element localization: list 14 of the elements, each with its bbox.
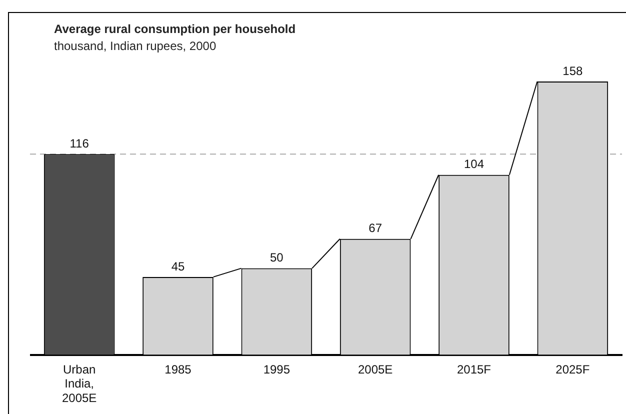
x-tick-label: 2005E <box>358 362 393 376</box>
x-tick-label: 2025F <box>556 362 590 376</box>
data-label: 158 <box>562 64 583 78</box>
data-label: 104 <box>464 157 484 172</box>
chart-subtitle: thousand, Indian rupees, 2000 <box>54 39 216 53</box>
x-tick-label: 2015F <box>456 362 492 376</box>
x-tick-label: 1985 <box>164 362 192 376</box>
data-label: 67 <box>368 221 382 236</box>
x-tick-label: 1995 <box>263 362 290 376</box>
data-label: 50 <box>270 250 284 265</box>
data-label: 45 <box>171 259 185 274</box>
x-tick-label: Urban India, 2005E <box>62 362 97 406</box>
data-label: 116 <box>70 136 90 150</box>
chart-title: Average rural consumption per household <box>54 22 296 36</box>
